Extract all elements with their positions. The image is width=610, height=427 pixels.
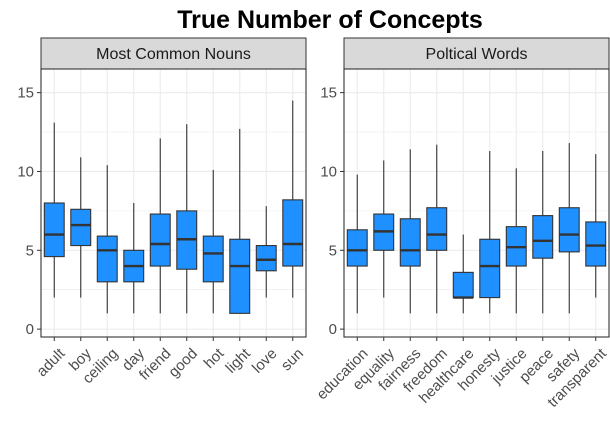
panel-strip	[343, 37, 610, 70]
panel-background	[41, 69, 306, 337]
box-iqr	[532, 215, 554, 259]
box-iqr	[202, 235, 224, 283]
y-tick-label: 0	[26, 321, 34, 338]
box-iqr	[585, 221, 607, 267]
y-tick-label: 15	[320, 85, 337, 102]
panel-strip	[40, 37, 307, 70]
box-hot	[202, 169, 224, 314]
y-tick-label: 0	[329, 321, 337, 338]
box-iqr	[282, 199, 304, 267]
box-iqr	[452, 271, 474, 299]
panel-strip-label: Poltical Words	[426, 46, 528, 63]
y-tick-label: 15	[17, 85, 34, 102]
category-label: hot	[201, 345, 228, 372]
box-iqr	[149, 213, 171, 267]
panel-strip-label: Most Common Nouns	[96, 46, 251, 63]
y-tick-label: 10	[320, 163, 337, 180]
box-day	[123, 203, 145, 314]
panels: Most Common Nouns051015adultboyceilingda…	[17, 37, 610, 411]
box-equality	[373, 160, 395, 298]
chart-title: True Number of Concepts	[177, 6, 483, 34]
category-label: sun	[278, 345, 307, 374]
box-honesty	[479, 150, 501, 314]
box-light	[229, 128, 251, 314]
box-iqr	[70, 208, 92, 247]
box-iqr	[426, 207, 448, 251]
box-fairness	[399, 149, 421, 314]
box-iqr	[43, 202, 65, 258]
category-label: light	[222, 345, 254, 377]
y-tick-label: 5	[329, 242, 337, 259]
box-justice	[505, 168, 527, 314]
box-good	[176, 124, 198, 314]
y-tick-label: 10	[17, 163, 34, 180]
box-friend	[149, 138, 171, 314]
box-ceiling	[96, 165, 118, 314]
box-sun	[282, 100, 304, 298]
box-education	[346, 174, 368, 314]
panel-2: Poltical Words051015educationequalityfai…	[313, 37, 610, 411]
category-label: good	[165, 345, 201, 381]
box-iqr	[399, 218, 421, 267]
panel-border	[40, 68, 307, 338]
box-freedom	[426, 144, 448, 314]
panel-border	[343, 68, 610, 338]
box-iqr	[96, 235, 118, 283]
box-boy	[70, 157, 92, 298]
box-iqr	[558, 207, 580, 253]
panel-background	[344, 69, 609, 337]
category-label: adult	[33, 345, 69, 381]
box-love	[255, 206, 277, 298]
box-iqr	[346, 229, 368, 267]
box-adult	[43, 122, 65, 298]
box-iqr	[479, 238, 501, 299]
box-transparent	[585, 154, 607, 298]
box-iqr	[255, 245, 277, 272]
panel-1: Most Common Nouns051015adultboyceilingda…	[17, 37, 307, 387]
box-peace	[532, 150, 554, 314]
y-tick-label: 5	[26, 242, 34, 259]
box-iqr	[229, 238, 251, 314]
category-label: love	[249, 345, 280, 376]
box-safety	[558, 143, 580, 314]
box-healthcare	[452, 234, 474, 314]
